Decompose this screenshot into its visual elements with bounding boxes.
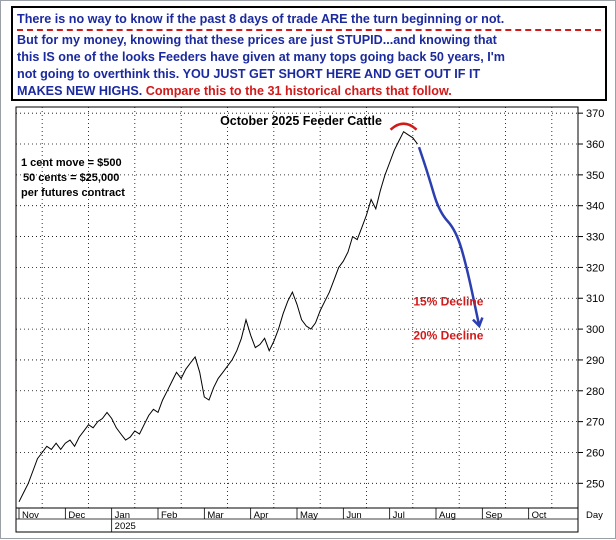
annotation-15-percent: 15% Decline: [413, 294, 483, 308]
x-month-label: Dec: [68, 510, 85, 521]
commentary-line-3: this IS one of the looks Feeders have gi…: [17, 50, 506, 64]
contract-note-1: 1 cent move = $500: [21, 157, 122, 169]
x-month-label: Jul: [393, 510, 405, 521]
y-tick-label: 290: [586, 355, 604, 367]
contract-note-2: 50 cents = $25,000: [23, 172, 119, 184]
contract-note-3: per futures contract: [21, 187, 125, 199]
y-tick-label: 250: [586, 478, 604, 490]
commentary-line-1: There is no way to know if the past 8 da…: [17, 11, 601, 31]
y-tick-label: 350: [586, 170, 604, 182]
y-tick-label: 270: [586, 417, 604, 429]
commentary-line-4: not going to overthink this. YOU JUST GE…: [17, 67, 481, 81]
y-tick-label: 310: [586, 293, 604, 305]
x-month-label: Mar: [207, 510, 223, 521]
commentary-line-2: But for my money, knowing that these pri…: [17, 33, 497, 47]
y-tick-label: 340: [586, 201, 604, 213]
y-tick-label: 330: [586, 232, 604, 244]
x-month-label: Sep: [485, 510, 502, 521]
commentary-box: There is no way to know if the past 8 da…: [11, 6, 607, 101]
x-month-label: Apr: [254, 510, 269, 521]
forecast-arrow-head: [472, 317, 484, 329]
y-tick-label: 360: [586, 139, 604, 151]
forecast-arrow: [417, 146, 481, 327]
annotation-20-percent: 20% Decline: [413, 328, 483, 342]
x-month-label: May: [300, 510, 318, 521]
x-end-label: Day: [586, 510, 603, 521]
y-axis: 250 260 270 280 290 300 310 320 330 340 350 360 370: [578, 108, 604, 490]
x-month-label: Oct: [532, 510, 547, 521]
x-month-label: Jun: [346, 510, 361, 521]
x-month-label: Jan: [115, 510, 130, 521]
x-axis: Nov Dec Jan Feb Mar Apr May Jun Jul Aug Sep Oct 2025…: [15, 507, 603, 533]
price-series-line: [18, 130, 418, 503]
y-tick-label: 260: [586, 447, 604, 459]
commentary-line-5b: Compare this to the 31 historical charts…: [145, 84, 452, 98]
chart-title: October 2025 Feeder Cattle: [220, 114, 382, 128]
x-month-label: Aug: [439, 510, 456, 521]
commentary-line-5a: MAKES NEW HIGHS.: [17, 84, 143, 98]
y-tick-label: 320: [586, 262, 604, 274]
year-label: 2025: [115, 521, 136, 532]
y-tick-label: 300: [586, 324, 604, 336]
x-month-label: Feb: [161, 510, 177, 521]
x-month-label: Nov: [22, 510, 39, 521]
y-tick-label: 370: [586, 108, 604, 120]
top-arc-marker: [389, 122, 418, 131]
grid-lines: [16, 107, 578, 508]
y-tick-label: 280: [586, 386, 604, 398]
